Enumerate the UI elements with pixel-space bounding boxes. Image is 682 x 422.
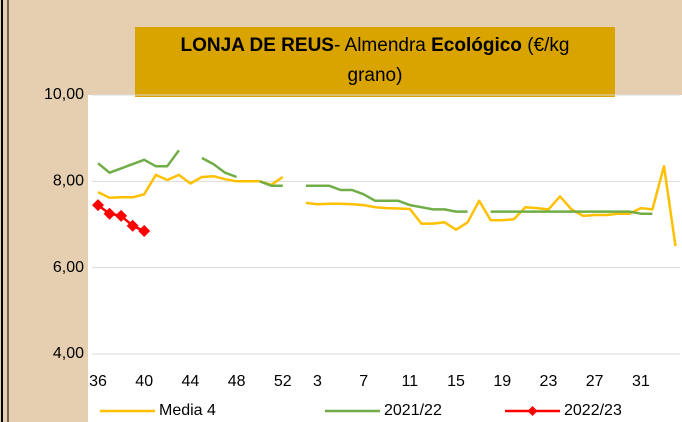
series-marker: [92, 199, 104, 212]
chart-title: LONJA DE REUS- Almendra Ecológico (€/kg: [181, 35, 570, 56]
y-tick-label: 6,00: [53, 259, 84, 276]
title-run: - Almendra: [334, 35, 431, 56]
title-run: LONJA DE REUS: [181, 35, 334, 56]
plot-background: [88, 95, 682, 422]
y-tick-label: 4,00: [53, 345, 84, 362]
x-tick-label: 31: [632, 373, 650, 390]
legend-label: 2022/23: [564, 402, 622, 419]
x-tick-label: 27: [586, 373, 604, 390]
y-tick-label: 10,00: [44, 86, 84, 103]
title-run: Ecológico: [431, 35, 522, 56]
series-marker: [138, 224, 151, 237]
x-tick-label: 23: [540, 373, 558, 390]
series-line: [97, 149, 653, 215]
legend-marker: [527, 406, 538, 416]
x-tick-label: 52: [274, 373, 292, 390]
x-tick-label: 3: [313, 373, 322, 390]
x-tick-label: 44: [182, 373, 200, 390]
legend-label: Media 4: [159, 402, 216, 419]
chart-title: grano): [348, 65, 403, 86]
x-tick-label: 48: [228, 373, 246, 390]
series-line: [97, 164, 677, 247]
x-tick-label: 11: [402, 373, 419, 390]
x-tick-label: 19: [493, 373, 511, 390]
x-tick-label: 15: [447, 373, 465, 390]
series-marker: [103, 207, 116, 220]
y-tick-label: 8,00: [53, 173, 84, 190]
x-tick-label: 7: [359, 373, 368, 390]
series-marker: [115, 209, 128, 222]
legend-label: 2021/22: [384, 402, 442, 419]
title-run: (€/kg: [522, 35, 570, 56]
title-box: [135, 27, 615, 97]
series-marker: [126, 219, 139, 232]
title-run: grano): [348, 65, 403, 86]
x-tick-label: 36: [89, 373, 107, 390]
x-tick-label: 40: [135, 373, 153, 390]
